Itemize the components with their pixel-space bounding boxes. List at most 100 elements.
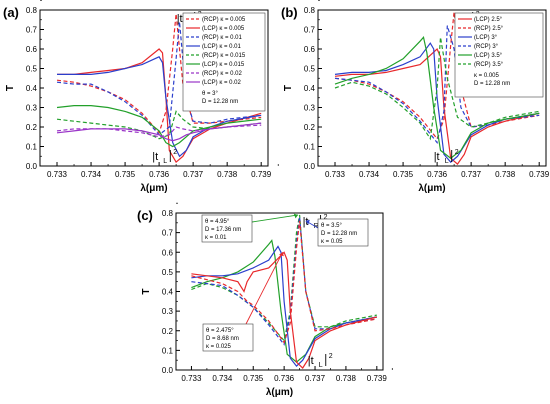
parameter-text: D = 8.68 nm xyxy=(206,336,239,342)
x-axis-title: λ(μm) xyxy=(140,183,167,194)
y-tick-label: 0.8 xyxy=(26,6,38,15)
panel-label: (b) xyxy=(281,5,298,20)
x-tick-label: 0.738 xyxy=(495,170,516,179)
y-tick-label: 0.5 xyxy=(304,65,316,74)
x-tick-label: 0.736 xyxy=(149,170,170,179)
legend-entry: (RCP) κ = 0.01 xyxy=(202,35,243,41)
x-tick-label: 0.739 xyxy=(529,170,550,179)
pointer-arrow xyxy=(251,214,299,223)
y-tick-label: 0.0 xyxy=(304,162,316,171)
annotation-superscript: 2 xyxy=(329,353,333,360)
pointer-arrow-head xyxy=(278,252,284,257)
x-axis-title: λ(μm) xyxy=(418,183,445,194)
annotation-text: |t xyxy=(308,355,314,367)
legend-entry: (RCP) κ = 0.02 xyxy=(202,71,243,77)
y-tick-label: 0.4 xyxy=(304,84,316,93)
y-tick-label: 0.3 xyxy=(162,307,174,316)
y-tick-label: 0.2 xyxy=(26,123,38,132)
x-tick-label: 0.733 xyxy=(47,170,68,179)
y-tick-label: 0.4 xyxy=(162,288,174,297)
series-line-1 xyxy=(56,13,262,134)
parameter-text: κ = 0.05 xyxy=(321,239,343,245)
legend: (LCP) 2.5° (RCP) 2.5° (LCP) 3° (RCP) 3° (LCP… xyxy=(454,12,544,98)
panel-label: (a) xyxy=(3,5,19,20)
y-tick-label: 0.1 xyxy=(304,143,316,152)
annotation-t-lcp: |t L2 xyxy=(308,353,333,369)
x-tick-label: 0.737 xyxy=(461,170,482,179)
x-tick-label: 0.733 xyxy=(181,374,202,383)
y-tick-label: 0.7 xyxy=(304,26,316,35)
y-axis-title: T xyxy=(141,288,152,294)
chart-panel-c: (c) 0.0 0.1 0.2 0.3 0.4 0.5 0.6 0.7 0.8 0.733 0.734… xyxy=(137,202,393,398)
parameter-text: θ = 2.475° xyxy=(206,328,234,334)
x-tick-label: 0.735 xyxy=(115,170,136,179)
legend-entry: (RCP) 3° xyxy=(474,44,499,50)
x-tick-label: 0.739 xyxy=(367,374,388,383)
x-tick-label: 0.734 xyxy=(212,374,233,383)
legend-entry: (LCP) κ = 0.015 xyxy=(202,62,245,68)
x-tick-label: 0.734 xyxy=(81,170,102,179)
legend: (RCP) κ = 0.005 (LCP) κ = 0.005 (RCP) κ = … xyxy=(182,12,266,112)
annotation-text: |t xyxy=(177,13,183,25)
panel-label: (c) xyxy=(137,208,153,223)
y-tick-label: 0.8 xyxy=(304,6,316,15)
y-tick-label: 0.6 xyxy=(304,45,316,54)
y-tick-label: 0.7 xyxy=(26,26,38,35)
x-axis-title: λ(μm) xyxy=(266,387,293,398)
parameter-box-2: θ = 3.5° D = 12.28 nm κ = 0.05 xyxy=(305,218,369,247)
series-line-5 xyxy=(56,110,262,140)
annotation-subscript: L xyxy=(445,158,449,165)
chart-panel-a: (a) 0.0 0.1 0.2 0.3 0.4 0.5 0.6 0.7 0.8 0.733 0.734… xyxy=(3,0,279,194)
x-tick-label: 0.735 xyxy=(243,374,264,383)
series-line-1 xyxy=(334,47,540,165)
annotation-superscript: 2 xyxy=(455,149,459,156)
annotation-subscript: L xyxy=(319,362,323,369)
parameter-box-3: θ = 2.475° D = 8.68 nm κ = 0.025 xyxy=(202,252,284,352)
annotation-text: |t xyxy=(434,151,440,163)
x-tick-label: 0.738 xyxy=(336,374,357,383)
x-tick-label: 0.737 xyxy=(183,170,204,179)
pointer-arrow-head xyxy=(305,219,310,225)
parameter-text: θ = 4.95° xyxy=(205,219,230,225)
parameter-text: κ = 0.025 xyxy=(206,344,232,350)
y-tick-label: 0.7 xyxy=(162,229,174,238)
x-tick-label: 0.736 xyxy=(274,374,295,383)
series-line-5 xyxy=(334,36,540,159)
annotation-superscript: 2 xyxy=(173,149,177,156)
legend-param: D = 12.28 nm xyxy=(202,99,238,105)
y-tick-label: 0.2 xyxy=(304,123,316,132)
annotation-text: |t xyxy=(303,216,309,228)
annotation-t-lcp: |t L2 xyxy=(434,149,459,165)
legend-entry: (RCP) 3.5° xyxy=(474,62,504,68)
y-axis-title: T xyxy=(283,85,294,91)
series-line-5 xyxy=(191,251,377,369)
x-tick-label: 0.735 xyxy=(393,170,414,179)
parameter-text: θ = 3.5° xyxy=(321,223,343,229)
annotation-superscript: 2 xyxy=(324,214,328,221)
legend-param: θ = 3° xyxy=(202,91,219,97)
series-line-8 xyxy=(56,122,262,142)
x-tick-label: 0.739 xyxy=(251,170,272,179)
x-tick-label: 0.737 xyxy=(305,374,326,383)
y-tick-label: 0.5 xyxy=(26,65,38,74)
x-tick-label: 0.738 xyxy=(217,170,238,179)
legend-param: κ = 0.005 xyxy=(474,73,500,79)
legend-entry: (RCP) 2.5° xyxy=(474,26,504,32)
parameter-text: D = 17.36 nm xyxy=(205,227,241,233)
x-tick-label: 0.736 xyxy=(427,170,448,179)
legend-box xyxy=(182,12,266,112)
series-line-4 xyxy=(57,56,262,158)
annotation-text: |t xyxy=(152,151,158,163)
pointer-arrow-head xyxy=(293,213,299,219)
parameter-box xyxy=(317,218,369,247)
y-axis-title: T xyxy=(5,85,16,91)
y-tick-label: 0.8 xyxy=(162,209,174,218)
legend-entry: (LCP) 3.5° xyxy=(474,53,503,59)
series-line-6 xyxy=(56,105,262,148)
legend-entry: (RCP) κ = 0.015 xyxy=(202,53,246,59)
annotation-subscript: L xyxy=(163,158,167,165)
y-tick-label: 0.1 xyxy=(162,346,174,355)
y-tick-label: 0.2 xyxy=(162,327,174,336)
x-tick-label: 0.734 xyxy=(359,170,380,179)
